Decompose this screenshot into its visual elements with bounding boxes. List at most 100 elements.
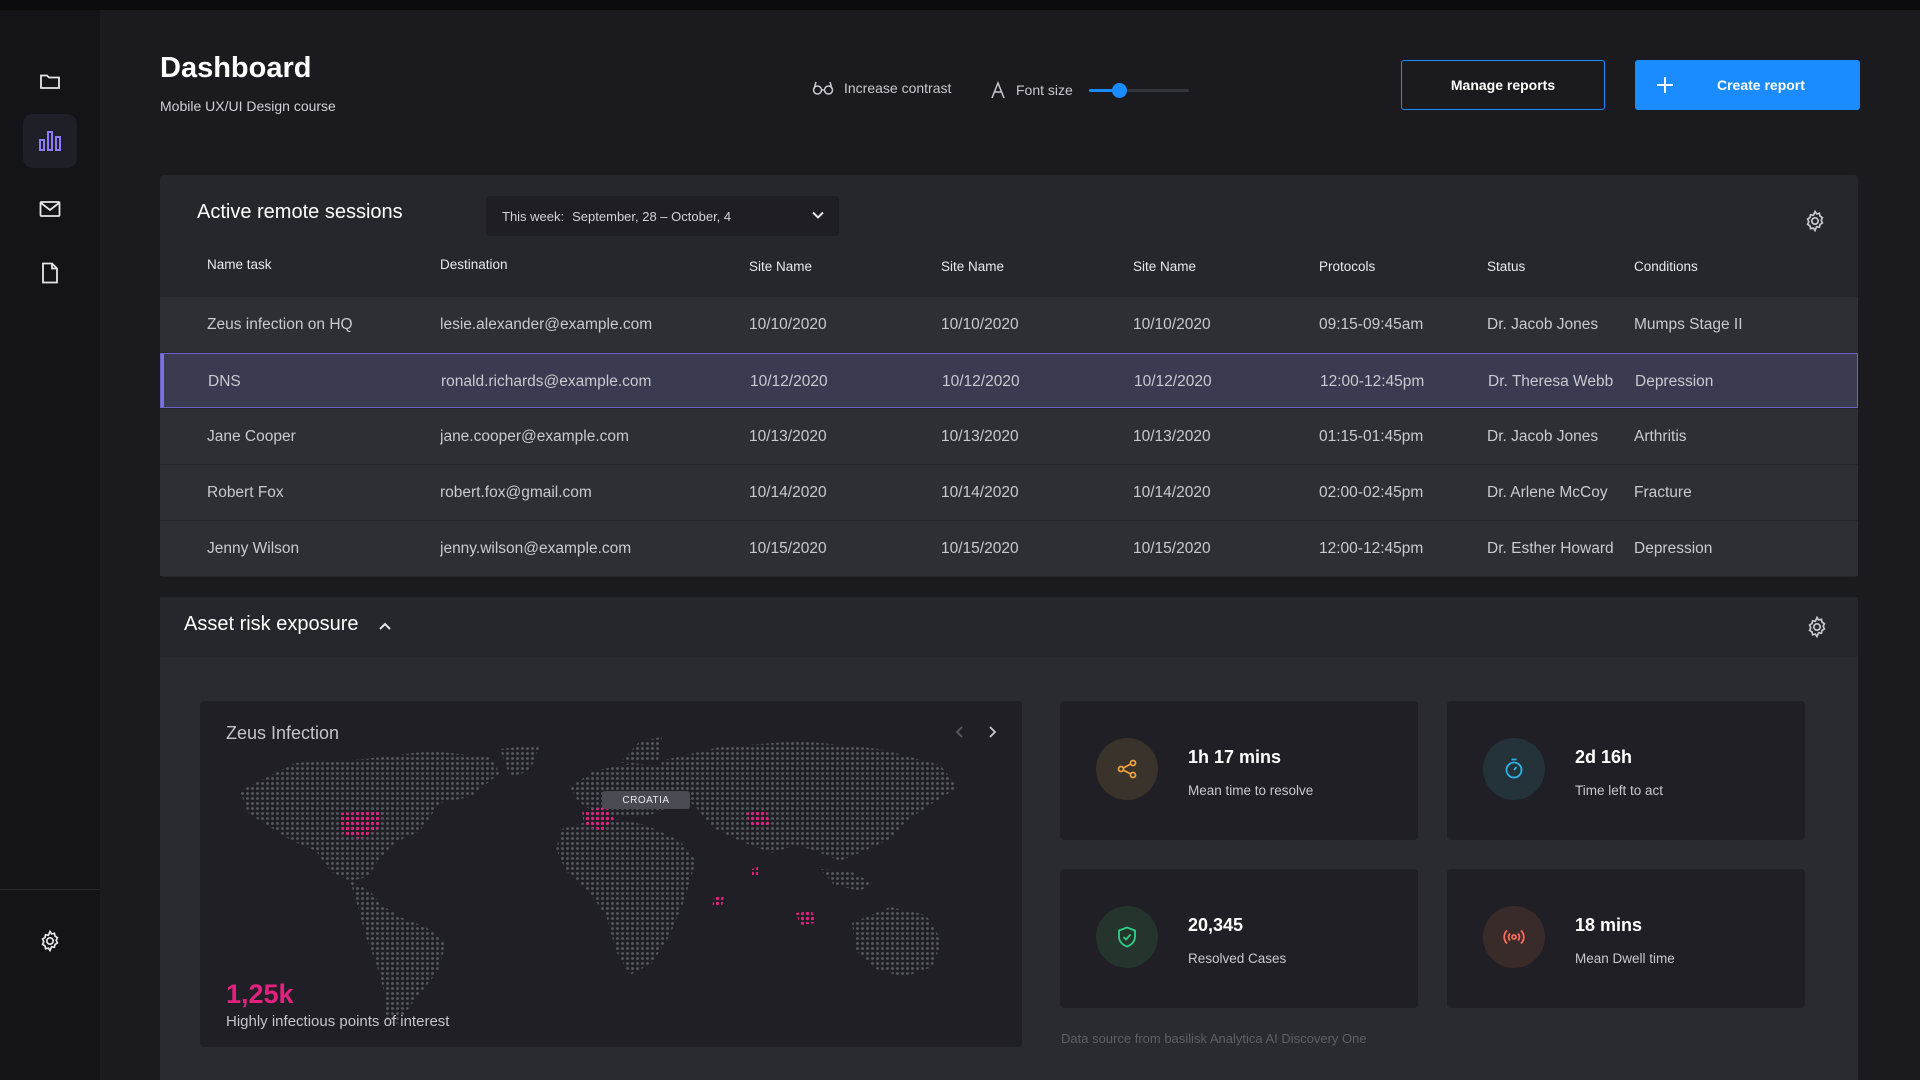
broadcast-icon <box>1483 906 1545 968</box>
map-title: Zeus Infection <box>226 723 340 743</box>
font-size-control: Font size <box>990 80 1189 100</box>
chevron-up-icon[interactable] <box>377 618 393 634</box>
table-cell: 10/10/2020 <box>749 316 827 333</box>
table-cell: 10/14/2020 <box>1133 484 1211 501</box>
table-cell: 10/10/2020 <box>1133 316 1211 333</box>
table-cell: Jane Cooper <box>207 428 296 445</box>
plus-icon <box>1653 76 1677 94</box>
stat-label: Mean Dwell time <box>1575 951 1675 966</box>
infectious-points-caption: Highly infectious points of interest <box>226 1013 450 1030</box>
document-icon <box>42 262 58 284</box>
stat-value: 2d 16h <box>1575 747 1633 767</box>
shield-check-icon <box>1096 906 1158 968</box>
table-cell: 10/13/2020 <box>749 428 827 445</box>
week-range-value: September, 28 – October, 4 <box>572 208 732 224</box>
gear-icon <box>41 929 59 953</box>
table-cell: 12:00-12:45pm <box>1319 540 1424 557</box>
stat-card-resolved-cases: 20,345 Resolved Cases <box>1060 869 1418 1008</box>
increase-contrast-toggle[interactable]: Increase contrast <box>812 80 951 96</box>
table-cell: lesie.alexander@example.com <box>440 316 653 333</box>
font-size-slider-fill <box>1088 89 1119 92</box>
folder-icon <box>40 74 60 89</box>
table-cell: Dr. Jacob Jones <box>1487 428 1599 445</box>
table-cell: 10/13/2020 <box>1133 428 1211 445</box>
infection-hotspots <box>340 807 816 925</box>
map-pagination <box>954 725 998 739</box>
table-cell: 10/13/2020 <box>941 428 1019 445</box>
column-header: Site Name <box>941 259 1005 274</box>
stat-label: Time left to act <box>1575 783 1664 798</box>
table-cell: 10/12/2020 <box>1134 373 1212 390</box>
table-cell: DNS <box>208 373 241 390</box>
table-cell: Arthritis <box>1634 428 1687 445</box>
table-cell: Jenny Wilson <box>207 540 300 557</box>
table-cell: jenny.wilson@example.com <box>440 540 632 557</box>
table-row[interactable]: Jane Cooper jane.cooper@example.com 10/13/… <box>160 409 1858 464</box>
font-size-slider-thumb[interactable] <box>1111 83 1127 98</box>
sidebar-divider <box>0 889 100 890</box>
week-range-select[interactable]: This week: September, 28 – October, 4 <box>486 196 839 236</box>
stat-value: 18 mins <box>1575 915 1643 935</box>
table-cell: Mumps Stage II <box>1634 316 1743 333</box>
table-cell: Dr. Jacob Jones <box>1487 316 1599 333</box>
page-subtitle: Mobile UX/UI Design course <box>160 98 336 114</box>
table-cell: 02:00-02:45pm <box>1319 484 1424 501</box>
column-header: Name task <box>207 257 272 272</box>
table-cell: Dr. Esther Howard <box>1487 540 1614 557</box>
stat-card-mean-time-to-resolve: 1h 17 mins Mean time to resolve <box>1060 701 1418 840</box>
table-row[interactable]: DNS ronald.richards@example.com 10/12/2020… <box>160 353 1858 408</box>
table-cell: 10/12/2020 <box>750 373 828 390</box>
font-size-slider[interactable] <box>1088 80 1189 100</box>
table-cell: 12:00-12:45pm <box>1320 373 1425 390</box>
table-cell: robert.fox@gmail.com <box>440 484 592 501</box>
asset-risk-settings-icon[interactable] <box>1805 615 1829 639</box>
map-location-tag: CROATIA <box>602 791 690 809</box>
table-cell: Dr. Theresa Webb <box>1488 373 1614 390</box>
create-report-button[interactable]: Create report <box>1635 60 1860 110</box>
asset-risk-header: Asset risk exposure <box>160 597 1858 657</box>
stat-label: Mean time to resolve <box>1188 783 1314 798</box>
table-row[interactable]: Zeus infection on HQ lesie.alexander@exam… <box>160 297 1858 352</box>
table-cell: Robert Fox <box>207 484 284 501</box>
font-letter-icon <box>991 81 1005 99</box>
sidebar-item-analytics[interactable] <box>23 114 77 168</box>
table-cell: 10/10/2020 <box>941 316 1019 333</box>
table-header: Name task Destination Site Name Site Name Si… <box>160 257 1858 297</box>
create-report-label: Create report <box>1717 77 1805 93</box>
table-row[interactable]: Jenny Wilson jenny.wilson@example.com 10/1… <box>160 521 1858 576</box>
table-cell: 09:15-09:45am <box>1319 316 1424 333</box>
week-range-label: This week: <box>502 208 565 224</box>
table-cell: 10/14/2020 <box>749 484 827 501</box>
infection-map-card: Zeus Infection CROATIA 1,25k Highly infe… <box>200 701 1022 1047</box>
infectious-points-value: 1,25k <box>226 979 294 1009</box>
table-cell: 10/12/2020 <box>942 373 1020 390</box>
column-header: Conditions <box>1634 259 1698 274</box>
table-cell: 10/14/2020 <box>941 484 1019 501</box>
manage-reports-button[interactable]: Manage reports <box>1401 60 1605 110</box>
sidebar-item-mail[interactable] <box>23 182 77 236</box>
table-cell: Zeus infection on HQ <box>207 316 353 333</box>
table-cell: Depression <box>1634 540 1713 557</box>
increase-contrast-label: Increase contrast <box>844 80 952 96</box>
sidebar-item-folder[interactable] <box>23 54 77 108</box>
asset-risk-title: Asset risk exposure <box>184 613 359 635</box>
stat-value: 20,345 <box>1188 915 1244 935</box>
table-cell: Depression <box>1635 373 1714 390</box>
sessions-settings-icon[interactable] <box>1803 209 1827 233</box>
chevron-right-icon[interactable] <box>986 725 998 739</box>
sidebar-item-documents[interactable] <box>23 246 77 300</box>
sidebar-item-settings[interactable] <box>23 914 77 968</box>
share-nodes-icon <box>1096 738 1158 800</box>
column-header: Destination <box>440 257 508 272</box>
top-strip <box>0 0 1920 10</box>
table-cell: ronald.richards@example.com <box>441 373 652 390</box>
chevron-left-icon[interactable] <box>954 725 966 739</box>
column-header: Protocols <box>1319 259 1376 274</box>
column-header: Site Name <box>1133 259 1197 274</box>
bar-chart-icon <box>39 131 61 151</box>
table-cell: 01:15-01:45pm <box>1319 428 1424 445</box>
table-cell: Fracture <box>1634 484 1692 501</box>
column-header: Site Name <box>749 259 813 274</box>
table-row[interactable]: Robert Fox robert.fox@gmail.com 10/14/2020… <box>160 465 1858 520</box>
timer-icon <box>1483 738 1545 800</box>
